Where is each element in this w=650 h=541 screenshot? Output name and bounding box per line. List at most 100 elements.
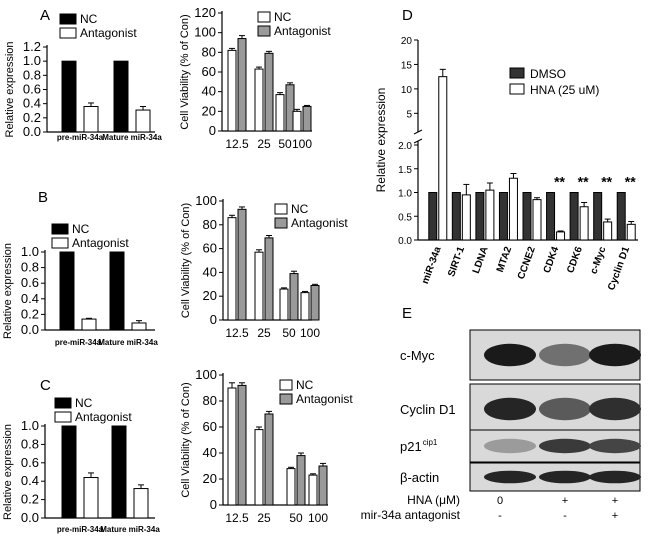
bar: [237, 208, 247, 321]
y-tick-label: 60: [203, 419, 217, 434]
bar: [254, 68, 264, 132]
blot-band: [539, 343, 591, 367]
legend-swatch: [54, 397, 72, 409]
y-tick-label: 0.2: [21, 306, 39, 321]
y-tick-label: 0.5: [398, 212, 412, 223]
y-tick-label: 1.0: [21, 244, 39, 259]
legend-label: Antagonist: [291, 216, 348, 230]
bar: [286, 468, 296, 506]
category-label: 50: [289, 511, 303, 525]
y-tick-label: 40: [203, 445, 217, 460]
category-label: Cyclin D1: [606, 245, 632, 292]
y-tick-label: 60: [203, 241, 217, 256]
condition-label: mir-34a antagonist: [361, 508, 461, 522]
legend-label: DMSO: [530, 67, 566, 81]
category-label: pre-miR-34a: [57, 133, 104, 142]
legend-label: NC: [72, 222, 90, 236]
significance-marker: **: [554, 174, 565, 190]
bar: [264, 52, 274, 132]
bar: [264, 413, 274, 506]
bar: [616, 192, 626, 241]
bar: [461, 194, 471, 241]
bar: [254, 429, 264, 506]
bar: [428, 192, 438, 241]
blot-band: [589, 397, 641, 421]
condition-value: +: [612, 495, 618, 507]
legend-swatch: [257, 11, 271, 23]
category-label: 100: [308, 511, 328, 525]
y-tick-label: 1.2: [23, 39, 41, 54]
y-tick-label: 0.0: [21, 322, 39, 337]
bar: [81, 318, 97, 331]
blot-band: [589, 343, 641, 367]
legend-swatch: [279, 379, 293, 391]
y-tick-label: 40: [203, 264, 217, 279]
bar: [546, 192, 556, 241]
y-axis-label: Relative expression: [374, 88, 388, 193]
y-axis-label: Cell Viability (% of Con): [180, 382, 192, 497]
y-tick-label: 10: [401, 85, 413, 96]
bar: [603, 221, 613, 241]
category-label: 100: [292, 137, 312, 151]
category-label: 50: [278, 137, 292, 151]
y-tick-label: 0.0: [21, 510, 39, 525]
legend-swatch: [51, 237, 69, 249]
bar: [61, 60, 77, 133]
bar: [498, 192, 508, 241]
category-label: 12.5: [225, 137, 249, 151]
blot-row-label: Cyclin D1: [400, 402, 456, 417]
blot-band: [484, 438, 536, 454]
bar: [485, 189, 495, 241]
y-tick-label: 80: [203, 217, 217, 232]
y-tick-label: 20: [203, 471, 217, 486]
condition-value: -: [498, 510, 502, 522]
legend-label: Antagonist: [75, 410, 132, 424]
category-label: Mature miR-34a: [98, 338, 158, 347]
blot-band: [539, 438, 591, 454]
category-label: CCNE2: [516, 245, 538, 281]
bar: [133, 488, 149, 519]
panel-letter-b: B: [38, 189, 48, 206]
bar: [264, 237, 274, 321]
y-tick-label: 120: [194, 5, 216, 20]
bar: [522, 192, 532, 241]
y-tick-label: 0.4: [21, 291, 39, 306]
y-axis-label: Cell Viability (% of Con): [180, 203, 192, 318]
condition-value: +: [612, 510, 618, 522]
y-tick-label: 40: [202, 84, 216, 99]
western-blot-e: c-Myc Cyclin D1 p21 cip1 β-actin HNA (μM) 0 + + m…: [361, 329, 641, 522]
bar: [300, 292, 310, 321]
bar: [451, 192, 461, 241]
y-tick-label: 20: [202, 103, 216, 118]
y-tick-label: 0: [210, 312, 217, 327]
y-tick-label: 0.8: [23, 67, 41, 82]
panel-letter-d: D: [402, 7, 413, 24]
bar: [111, 425, 127, 519]
bar: [279, 288, 289, 321]
y-axis-label: Relative expression: [4, 42, 16, 138]
bar: [438, 76, 448, 241]
bar: [292, 110, 302, 132]
category-label: LDNA: [471, 245, 491, 275]
blot-band: [484, 397, 536, 421]
legend-label: Antagonist: [80, 26, 137, 40]
bar: [227, 217, 237, 321]
y-tick-label: 0.0: [398, 236, 412, 247]
y-tick-label: 100: [195, 367, 217, 382]
bar: [556, 231, 566, 241]
y-tick-label: 1.0: [23, 53, 41, 68]
bar: [569, 192, 579, 241]
blot-band: [539, 470, 591, 484]
legend-swatch: [509, 67, 525, 79]
category-label: 25: [257, 137, 271, 151]
category-label: pre-miR-34a: [57, 525, 104, 534]
bar: [532, 199, 542, 241]
legend-swatch: [51, 223, 69, 235]
condition-value: 0: [497, 495, 503, 507]
panel-letter-c: C: [40, 377, 51, 394]
y-tick-label: 1.0: [398, 189, 412, 200]
chart-c-relative-expression: 0.0 0.2 0.4 0.6 0.8 1.0 Relative expression pre…: [2, 396, 160, 534]
category-label: CDK4: [542, 245, 562, 275]
blot-band: [484, 470, 536, 484]
